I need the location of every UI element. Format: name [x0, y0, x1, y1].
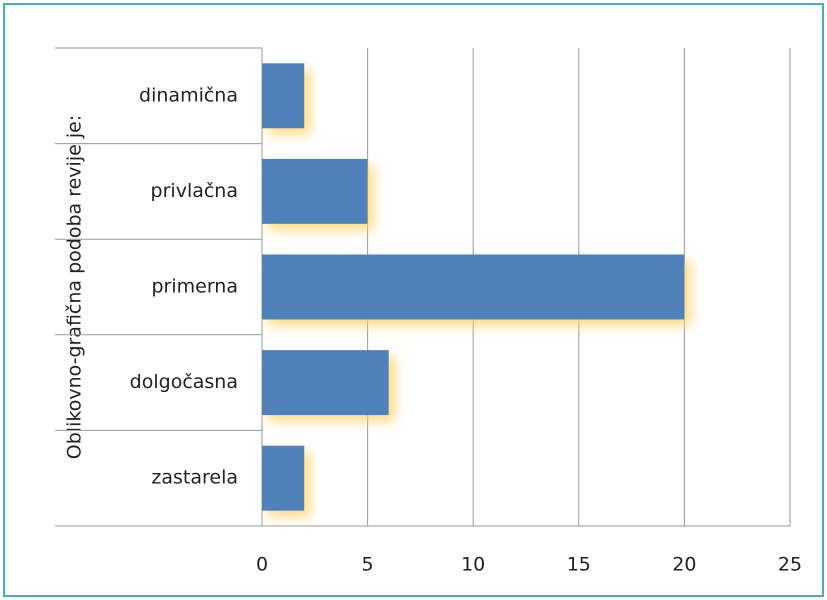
- y-tick-label: dinamična: [139, 84, 238, 106]
- bar: [262, 350, 389, 416]
- y-axis-title: Oblikovno-grafična podoba revije je:: [64, 115, 86, 459]
- y-tick-label: privlačna: [151, 180, 238, 202]
- x-tick-label: 20: [672, 554, 696, 576]
- y-tick-label: zastarela: [151, 467, 238, 489]
- x-tick-label: 5: [362, 554, 374, 576]
- x-tick-label: 15: [567, 554, 591, 576]
- x-tick-label: 10: [461, 554, 485, 576]
- bar: [262, 445, 305, 511]
- y-tick-label: primerna: [151, 276, 238, 298]
- bar: [262, 158, 368, 224]
- bar: [262, 63, 305, 129]
- y-tick-label: dolgočasna: [130, 371, 238, 393]
- x-tick-label: 25: [778, 554, 802, 576]
- bar: [262, 254, 685, 320]
- x-tick-label: 0: [256, 554, 268, 576]
